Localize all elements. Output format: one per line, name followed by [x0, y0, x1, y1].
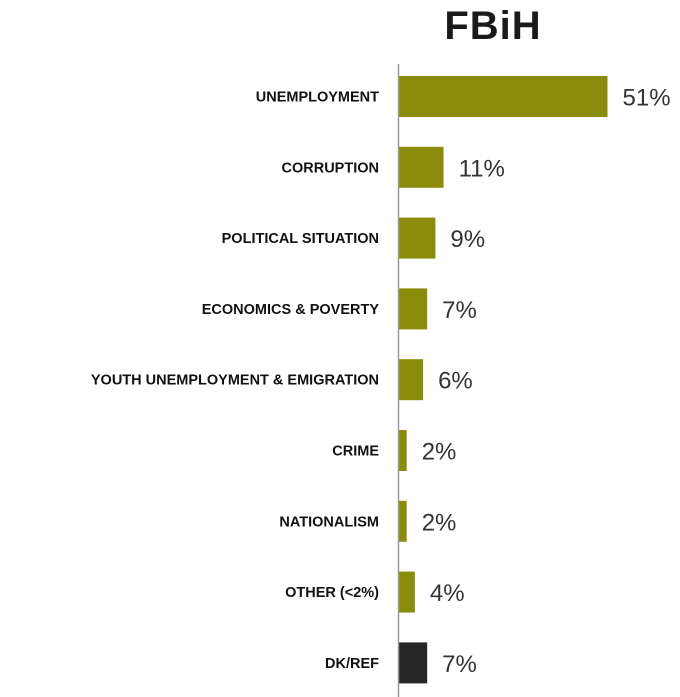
category-label-corruption: CORRUPTION	[282, 160, 379, 176]
value-label-youth-unemployment-emigration: 6%	[438, 368, 473, 395]
category-label-other-2: OTHER (<2%)	[285, 585, 379, 601]
category-label-dk-ref: DK/REF	[325, 656, 379, 672]
bar-dk-ref	[398, 642, 428, 684]
category-label-political-situation: POLITICAL SITUATION	[222, 231, 379, 247]
value-label-other-2: 4%	[430, 580, 465, 607]
value-label-crime: 2%	[422, 439, 457, 466]
category-label-nationalism: NATIONALISM	[279, 514, 379, 530]
bar-economics-poverty	[398, 288, 428, 330]
bar-youth-unemployment-emigration	[398, 359, 424, 401]
bar-political-situation	[398, 217, 436, 259]
category-label-economics-poverty: ECONOMICS & POVERTY	[202, 302, 380, 318]
bar-unemployment	[398, 76, 608, 117]
value-label-corruption: 11%	[459, 155, 505, 182]
value-label-unemployment: 51%	[623, 85, 671, 112]
bar-corruption	[398, 146, 444, 188]
bar-other-2	[398, 571, 415, 613]
category-label-crime: CRIME	[332, 444, 379, 460]
chart-title: FBiH	[444, 4, 542, 48]
category-label-youth-unemployment-emigration: YOUTH UNEMPLOYMENT & EMIGRATION	[91, 373, 379, 389]
bar-nationalism	[398, 500, 407, 542]
value-label-dk-ref: 7%	[442, 651, 477, 678]
bars-layer	[398, 76, 608, 684]
value-label-political-situation: 9%	[450, 226, 485, 253]
value-label-economics-poverty: 7%	[442, 297, 477, 324]
value-label-nationalism: 2%	[422, 509, 457, 536]
bar-crime	[398, 430, 407, 471]
category-label-unemployment: UNEMPLOYMENT	[256, 90, 379, 106]
labels-layer: UNEMPLOYMENT 51% CORRUPTION 11% POLITICAL SI…	[91, 85, 671, 678]
